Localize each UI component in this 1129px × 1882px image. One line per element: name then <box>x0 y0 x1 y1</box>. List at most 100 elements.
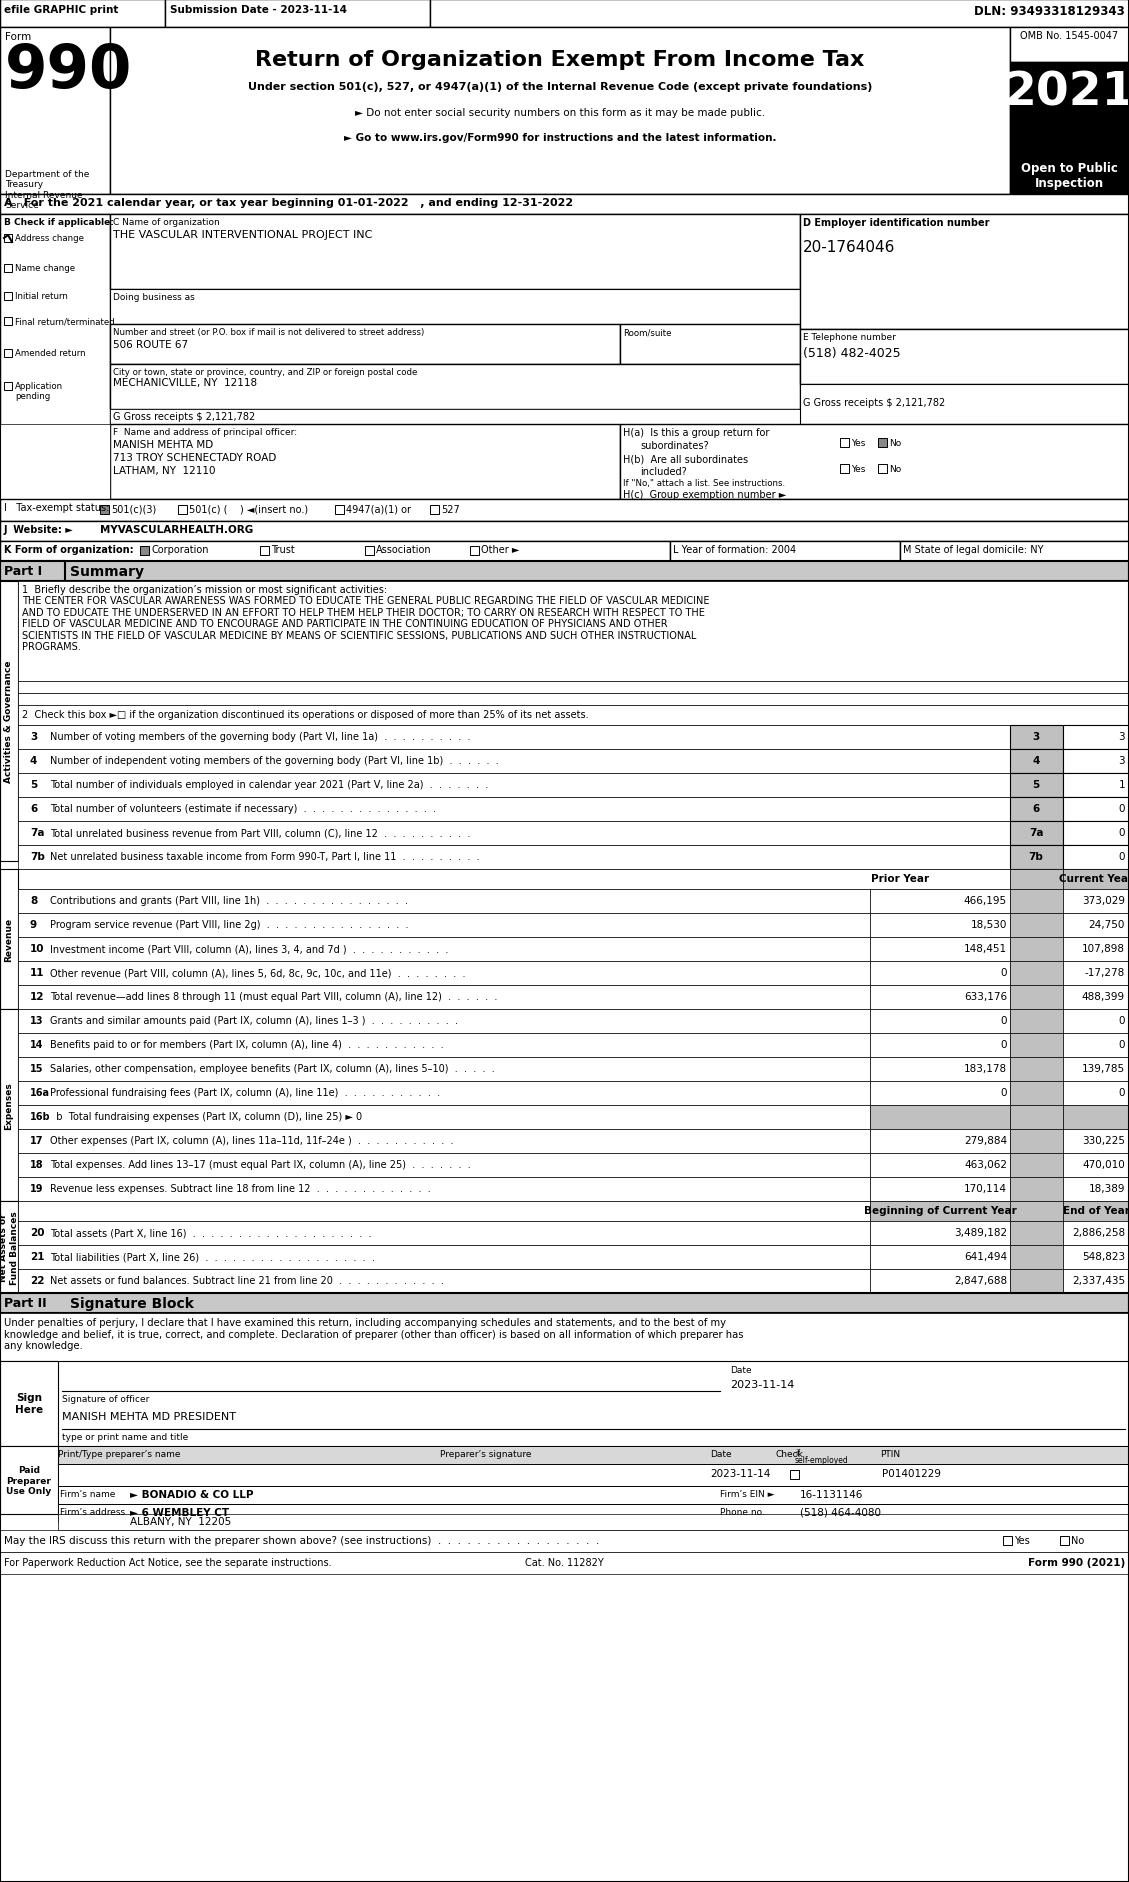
Text: 12: 12 <box>30 992 44 1001</box>
Text: 7a: 7a <box>1029 828 1043 837</box>
Bar <box>1064 913 1129 937</box>
Text: Revenue: Revenue <box>5 917 14 962</box>
Bar <box>1064 962 1129 986</box>
Text: C Name of organization: C Name of organization <box>113 218 220 228</box>
Text: 0: 0 <box>1000 967 1007 977</box>
Text: Under section 501(c), 527, or 4947(a)(1) of the Internal Revenue Code (except pr: Under section 501(c), 527, or 4947(a)(1)… <box>247 83 873 92</box>
Text: I   Tax-exempt status:: I Tax-exempt status: <box>5 502 110 512</box>
Text: Preparer’s signature: Preparer’s signature <box>440 1449 532 1459</box>
Bar <box>18 1009 870 1033</box>
Bar <box>1064 1129 1129 1154</box>
Text: Revenue less expenses. Subtract line 18 from line 12  .  .  .  .  .  .  .  .  . : Revenue less expenses. Subtract line 18 … <box>50 1184 431 1193</box>
Bar <box>140 546 149 555</box>
Text: 470,010: 470,010 <box>1083 1159 1124 1169</box>
Text: Print/Type preparer’s name: Print/Type preparer’s name <box>58 1449 181 1459</box>
Text: ► Do not enter social security numbers on this form as it may be made public.: ► Do not enter social security numbers o… <box>355 107 765 119</box>
Text: If "No," attach a list. See instructions.: If "No," attach a list. See instructions… <box>623 478 785 487</box>
Bar <box>870 986 1010 1009</box>
Text: 7a: 7a <box>30 828 44 837</box>
Text: 22: 22 <box>30 1276 44 1285</box>
Text: Application
pending: Application pending <box>15 382 63 401</box>
Text: 3: 3 <box>1119 755 1124 766</box>
Bar <box>1064 726 1129 749</box>
Text: E Telephone number: E Telephone number <box>803 333 896 343</box>
Bar <box>1064 869 1129 890</box>
Text: May the IRS discuss this return with the preparer shown above? (see instructions: May the IRS discuss this return with the… <box>5 1536 599 1545</box>
Text: Sign
Here: Sign Here <box>15 1393 43 1413</box>
Text: Date: Date <box>710 1449 732 1459</box>
Text: Benefits paid to or for members (Part IX, column (A), line 4)  .  .  .  .  .  . : Benefits paid to or for members (Part IX… <box>50 1039 444 1050</box>
Bar <box>1010 869 1064 890</box>
Text: Net unrelated business taxable income from Form 990-T, Part I, line 11  .  .  . : Net unrelated business taxable income fr… <box>50 851 480 862</box>
Bar <box>5 235 12 243</box>
Bar <box>870 1129 1010 1154</box>
Bar <box>1010 822 1064 845</box>
Text: ALBANY, NY  12205: ALBANY, NY 12205 <box>130 1517 231 1526</box>
Bar <box>0 561 1129 582</box>
Text: A For the 2021 calendar year, or tax year beginning 01-01-2022   , and ending 12: A For the 2021 calendar year, or tax yea… <box>5 198 574 207</box>
Text: type or print name and title: type or print name and title <box>62 1432 189 1442</box>
Bar <box>1010 749 1064 774</box>
Text: 0: 0 <box>1119 1088 1124 1097</box>
Bar <box>18 1246 870 1268</box>
Text: included?: included? <box>640 467 686 476</box>
Text: 1  Briefly describe the organization’s mission or most significant activities:: 1 Briefly describe the organization’s mi… <box>21 585 387 595</box>
Bar <box>620 326 800 365</box>
Text: -17,278: -17,278 <box>1085 967 1124 977</box>
Bar <box>18 749 1010 774</box>
Text: LATHAM, NY  12110: LATHAM, NY 12110 <box>113 465 216 476</box>
Text: Firm’s EIN ►: Firm’s EIN ► <box>720 1489 774 1498</box>
Text: 2  Check this box ►□ if the organization discontinued its operations or disposed: 2 Check this box ►□ if the organization … <box>21 710 588 719</box>
Bar <box>840 465 849 474</box>
Bar <box>5 294 12 301</box>
Text: subordinates?: subordinates? <box>640 440 709 452</box>
Text: MYVASCULARHEALTH.ORG: MYVASCULARHEALTH.ORG <box>100 525 253 534</box>
Bar <box>335 506 344 514</box>
Bar <box>878 465 887 474</box>
Bar <box>870 962 1010 986</box>
Bar <box>18 1082 870 1105</box>
Bar <box>669 542 900 561</box>
Text: MANISH MEHTA MD PRESIDENT: MANISH MEHTA MD PRESIDENT <box>62 1412 236 1421</box>
Bar <box>1010 1268 1064 1293</box>
Text: 713 TROY SCHENECTADY ROAD: 713 TROY SCHENECTADY ROAD <box>113 454 277 463</box>
Text: D Employer identification number: D Employer identification number <box>803 218 989 228</box>
Bar <box>870 1082 1010 1105</box>
Bar <box>0 1314 1129 1361</box>
Text: M State of legal domicile: NY: M State of legal domicile: NY <box>903 544 1043 555</box>
Text: (518) 482-4025: (518) 482-4025 <box>803 346 901 359</box>
Bar <box>260 546 269 555</box>
Bar <box>18 582 1129 681</box>
Text: 18,389: 18,389 <box>1088 1184 1124 1193</box>
Bar <box>1064 937 1129 962</box>
Bar <box>870 890 1010 913</box>
Text: 10: 10 <box>30 943 44 954</box>
Bar <box>18 1154 870 1178</box>
Bar <box>0 1445 58 1515</box>
Bar <box>1010 1009 1064 1033</box>
Text: PTIN: PTIN <box>879 1449 900 1459</box>
Text: Prior Year: Prior Year <box>870 873 929 883</box>
Bar <box>5 382 12 391</box>
Text: efile GRAPHIC print: efile GRAPHIC print <box>5 6 119 15</box>
Bar <box>1064 845 1129 869</box>
Text: Total expenses. Add lines 13–17 (must equal Part IX, column (A), line 25)  .  . : Total expenses. Add lines 13–17 (must eq… <box>50 1159 471 1169</box>
Text: Signature of officer: Signature of officer <box>62 1395 149 1404</box>
Text: Paid
Preparer
Use Only: Paid Preparer Use Only <box>7 1466 52 1494</box>
Text: 21: 21 <box>30 1252 44 1261</box>
Text: No: No <box>889 465 901 474</box>
Text: 148,451: 148,451 <box>964 943 1007 954</box>
Bar <box>1064 822 1129 845</box>
Text: H(a)  Is this a group return for: H(a) Is this a group return for <box>623 427 769 439</box>
Text: Signature Block: Signature Block <box>70 1297 194 1310</box>
Bar <box>18 706 1129 726</box>
Bar <box>1010 986 1064 1009</box>
Text: 3: 3 <box>30 732 37 742</box>
Text: 16b: 16b <box>30 1112 51 1122</box>
Bar <box>620 425 1129 501</box>
Text: 139,785: 139,785 <box>1082 1063 1124 1073</box>
Text: Grants and similar amounts paid (Part IX, column (A), lines 1–3 )  .  .  .  .  .: Grants and similar amounts paid (Part IX… <box>50 1016 458 1026</box>
Text: 3: 3 <box>1119 732 1124 742</box>
Text: 11: 11 <box>30 967 44 977</box>
Text: Yes: Yes <box>851 465 865 474</box>
